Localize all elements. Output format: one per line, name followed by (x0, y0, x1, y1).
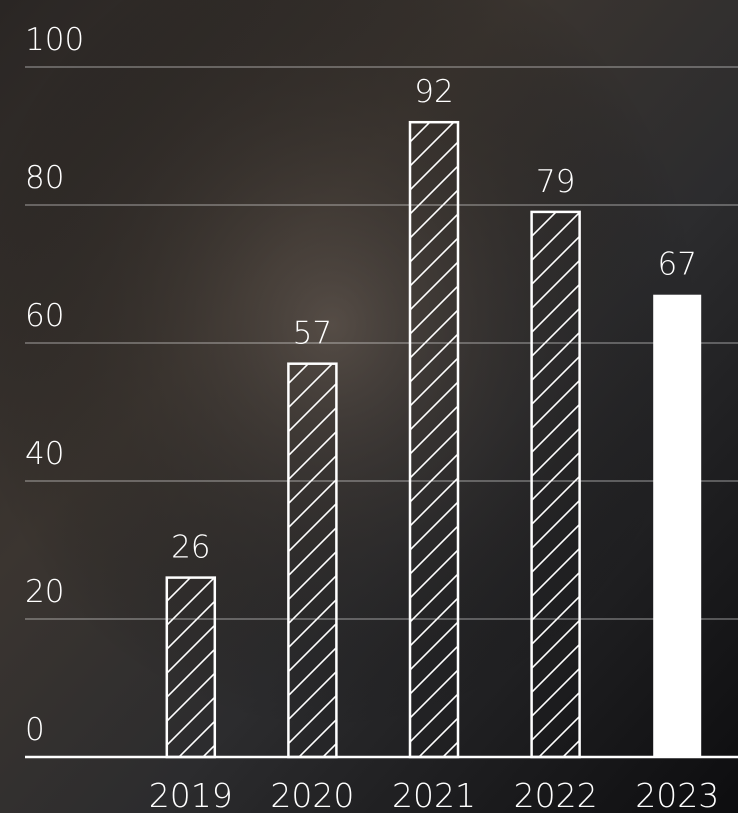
x-tick-label: 2021 (392, 776, 476, 813)
value-label: 67 (657, 247, 696, 283)
bar (408, 120, 460, 759)
y-tick-label: 80 (25, 160, 64, 196)
x-tick-label: 2020 (270, 776, 354, 813)
value-label: 79 (536, 164, 575, 200)
y-tick-label: 20 (25, 574, 64, 610)
y-tick-label: 40 (25, 436, 64, 472)
y-tick-label: 100 (25, 22, 84, 58)
x-tick-label: 2019 (149, 776, 233, 813)
bar (287, 362, 338, 759)
value-label: 26 (171, 530, 210, 566)
value-label: 92 (414, 74, 453, 110)
bar (653, 294, 702, 757)
x-tick-label: 2023 (635, 776, 719, 813)
bar (165, 576, 217, 759)
x-tick-label: 2022 (514, 776, 598, 813)
bar (530, 210, 581, 759)
y-tick-label: 0 (25, 712, 45, 748)
y-tick-label: 60 (25, 298, 64, 334)
value-label: 57 (293, 316, 332, 352)
